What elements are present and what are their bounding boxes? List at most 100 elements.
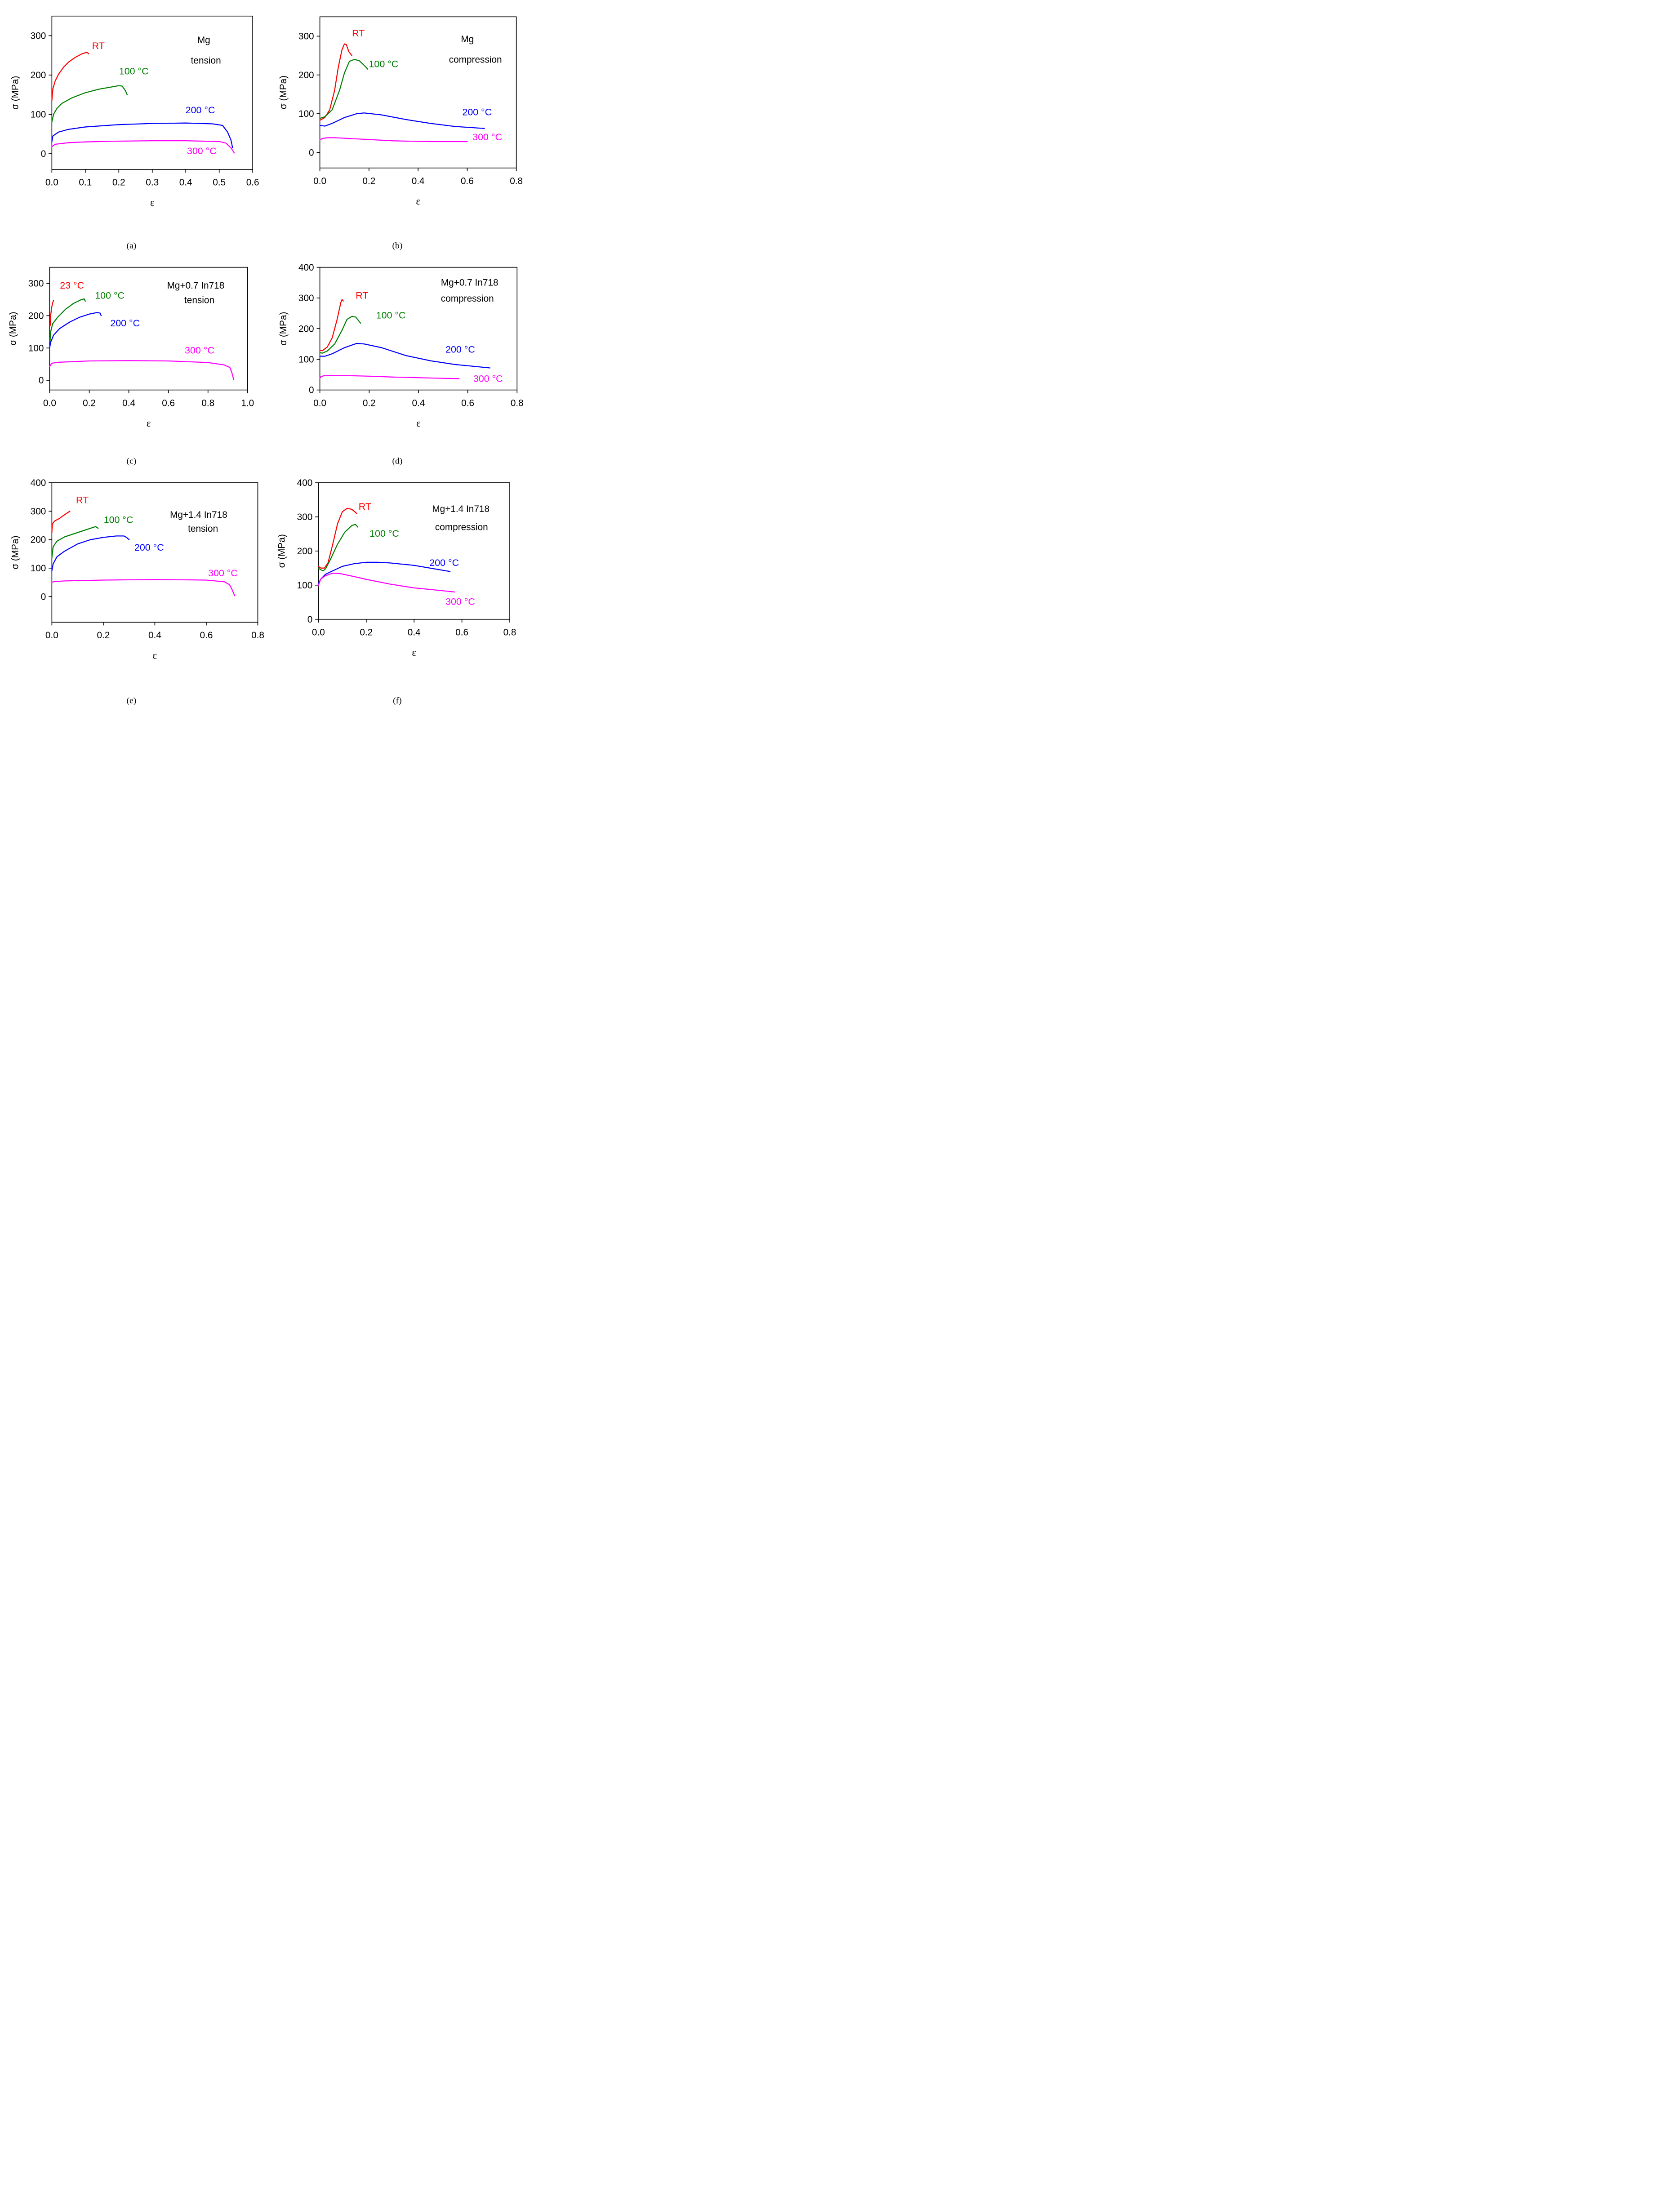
series-label: 100 °C — [95, 290, 125, 301]
series-label: 23 °C — [60, 280, 84, 291]
chart-panel-4: 0.0 0.2 0.4 0.6 0.8 0 100 200 300 400 ε σ (MPa) Mg+1… — [10, 478, 264, 706]
y-tick-label: 200 — [298, 324, 314, 334]
chart-panel-3: 0.0 0.2 0.4 0.6 0.8 0 100 200 300 400 ε σ (MPa) Mg+0… — [278, 263, 524, 466]
loading-annotation: tension — [188, 524, 218, 534]
series-label: 100 °C — [119, 66, 149, 77]
y-axis-title: σ (MPa) — [277, 534, 287, 568]
panel-label: (e) — [127, 696, 137, 706]
y-tick-label: 200 — [31, 535, 46, 545]
chart-panel-5: 0.0 0.2 0.4 0.6 0.8 0 100 200 300 400 ε σ (MPa) Mg+1… — [277, 478, 516, 706]
x-tick-label: 0.4 — [148, 630, 161, 641]
x-tick-label: 0.8 — [511, 398, 524, 408]
y-tick-label: 300 — [31, 31, 46, 41]
x-tick-label: 0.6 — [200, 630, 213, 641]
y-tick-label: 100 — [298, 109, 314, 119]
x-tick-label: 0.4 — [122, 398, 135, 408]
series-label: 300 °C — [185, 345, 214, 356]
y-tick-label: 400 — [298, 263, 314, 273]
series-label: 300 °C — [187, 146, 217, 156]
series-line-rt — [319, 299, 344, 352]
y-tick-label: 200 — [298, 70, 314, 80]
material-annotation: Mg — [461, 34, 474, 45]
loading-annotation: compression — [441, 294, 494, 304]
y-axis-title: σ (MPa) — [8, 312, 18, 346]
series-line-300c — [51, 579, 236, 596]
series-line-200c — [51, 122, 233, 148]
loading-annotation: compression — [435, 522, 488, 533]
y-tick-label: 0 — [307, 614, 313, 625]
series-label: 100 °C — [104, 514, 134, 525]
y-tick-label: 200 — [28, 311, 44, 321]
chart-panel-1: 0.0 0.2 0.4 0.6 0.8 0 100 200 300 ε σ (MPa) Mg compr… — [278, 16, 523, 250]
series-line-200c — [319, 112, 485, 129]
series-label: 200 °C — [429, 557, 459, 568]
panel-label: (f) — [393, 696, 401, 706]
x-tick-label: 0.4 — [412, 176, 425, 186]
x-tick-label: 0.6 — [455, 627, 468, 637]
x-axis-title: ε — [153, 650, 157, 661]
x-tick-label: 0.2 — [97, 630, 110, 641]
y-tick-label: 0 — [309, 147, 314, 158]
x-tick-label: 0.8 — [503, 627, 516, 637]
series-label: 200 °C — [462, 107, 492, 118]
plot-frame — [319, 16, 517, 169]
series-line-100c — [51, 85, 128, 123]
x-tick-label: 0.0 — [313, 398, 326, 408]
panel-label: (d) — [392, 457, 402, 466]
series-line-300c — [51, 140, 235, 154]
series-line-200c — [49, 312, 102, 349]
material-annotation: Mg — [197, 35, 210, 45]
y-tick-label: 100 — [28, 343, 44, 353]
x-tick-label: 1.0 — [241, 398, 254, 408]
x-tick-label: 0.6 — [162, 398, 175, 408]
y-tick-label: 400 — [31, 478, 46, 488]
series-label: RT — [352, 28, 365, 39]
x-tick-label: 0.6 — [461, 176, 474, 186]
panel-label: (a) — [127, 241, 137, 250]
series-line-100c — [319, 316, 361, 354]
x-tick-label: 0.2 — [83, 398, 96, 408]
series-label: 300 °C — [208, 568, 238, 579]
x-tick-label: 0.2 — [360, 627, 373, 637]
y-tick-label: 100 — [31, 110, 46, 120]
series-label: RT — [92, 40, 105, 51]
x-tick-label: 0.2 — [112, 178, 125, 188]
material-annotation: Mg+1.4 In718 — [170, 510, 227, 520]
x-tick-label: 0.8 — [251, 630, 264, 641]
series-label: 300 °C — [472, 132, 502, 142]
y-tick-label: 0 — [309, 385, 314, 396]
x-tick-label: 0.3 — [146, 178, 159, 188]
x-tick-label: 0.0 — [312, 627, 325, 637]
plot-frame — [51, 15, 253, 170]
series-line-300c — [49, 360, 235, 380]
y-tick-label: 100 — [31, 563, 46, 574]
material-annotation: Mg+0.7 In718 — [167, 280, 225, 291]
x-tick-label: 0.0 — [313, 176, 326, 186]
x-tick-label: 0.8 — [510, 176, 523, 186]
y-tick-label: 0 — [41, 592, 46, 602]
x-tick-label: 0.1 — [79, 178, 92, 188]
series-label: 100 °C — [376, 310, 406, 320]
series-label: 300 °C — [473, 374, 503, 384]
panel-label: (b) — [392, 241, 402, 250]
series-line-100c — [319, 59, 369, 119]
x-tick-label: 0.6 — [246, 178, 259, 188]
x-tick-label: 0.6 — [461, 398, 474, 408]
y-tick-label: 0 — [41, 149, 46, 159]
series-label: 200 °C — [110, 318, 140, 329]
x-tick-label: 0.0 — [45, 630, 58, 641]
loading-annotation: tension — [184, 295, 214, 305]
y-axis-title: σ (MPa) — [10, 76, 21, 110]
chart-panel-2: 0.0 0.2 0.4 0.6 0.8 1.0 0 100 200 300 ε σ (MPa) Mg+0… — [8, 267, 254, 466]
plot-frame — [318, 482, 510, 620]
x-axis-title: ε — [412, 647, 416, 658]
y-tick-label: 300 — [298, 31, 314, 42]
x-tick-label: 0.5 — [213, 178, 226, 188]
y-tick-label: 200 — [297, 546, 313, 556]
series-line-200c — [318, 561, 451, 584]
y-tick-label: 300 — [298, 293, 314, 303]
y-tick-label: 400 — [297, 478, 313, 488]
x-tick-label: 0.4 — [412, 398, 425, 408]
y-tick-label: 300 — [297, 512, 313, 522]
x-axis-title: ε — [147, 418, 151, 429]
